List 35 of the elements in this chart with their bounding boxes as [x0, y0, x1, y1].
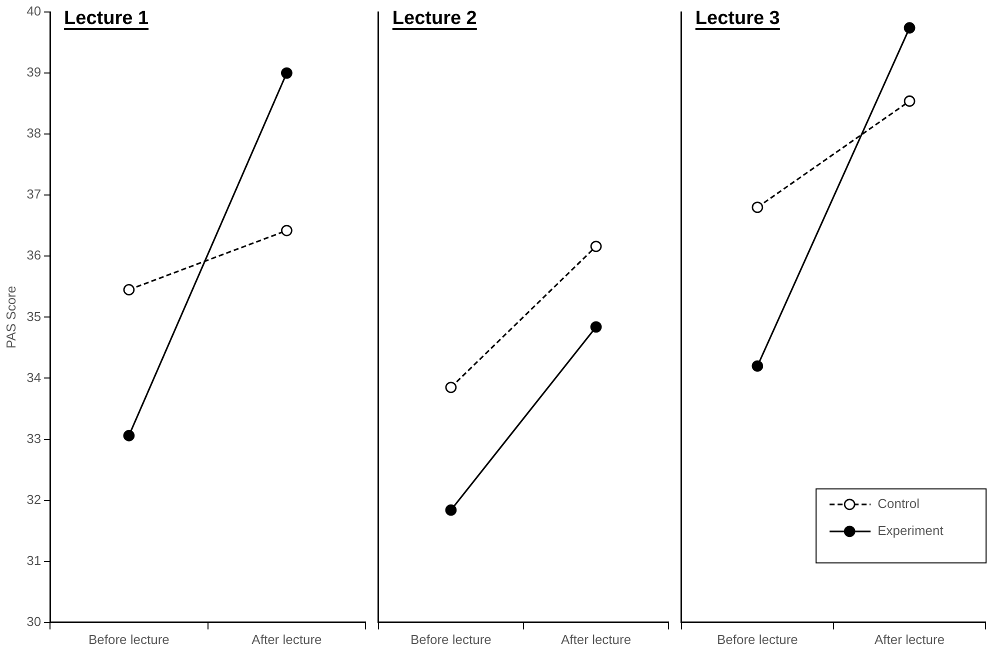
y-tick-label: 30 — [26, 614, 42, 629]
point — [752, 360, 764, 372]
x-tick-label: Before lecture — [410, 632, 492, 647]
y-axis-title: PAS Score — [3, 286, 18, 349]
y-tick-label: 36 — [26, 248, 42, 263]
x-tick-label: After lecture — [252, 632, 322, 647]
point — [445, 382, 457, 394]
x-tick-label: After lecture — [561, 632, 632, 647]
x-tick-label: Before lecture — [88, 632, 170, 647]
y-tick-label: 38 — [26, 126, 42, 141]
y-tick-label: 32 — [26, 492, 42, 507]
y-tick-label: 40 — [26, 4, 42, 19]
y-tick-label: 37 — [26, 186, 42, 202]
chart-title: Lecture 2 — [392, 8, 477, 30]
point — [904, 95, 916, 107]
point — [123, 284, 135, 296]
y-tick-label: 31 — [26, 552, 42, 568]
point — [752, 202, 764, 214]
point — [281, 67, 292, 79]
y-tick-label: 34 — [26, 370, 42, 385]
legend-label: Control — [878, 496, 920, 511]
chart-title: Lecture 3 — [695, 8, 780, 30]
point — [123, 430, 135, 442]
point — [590, 321, 602, 333]
point — [281, 224, 292, 236]
x-tick-label: Before lecture — [716, 632, 798, 647]
y-tick-label: 33 — [26, 430, 42, 446]
chart-title: Lecture 1 — [64, 8, 149, 30]
y-tick-label: 35 — [26, 308, 42, 324]
x-tick-label: After lecture — [874, 632, 945, 647]
legend-label: Experiment — [878, 522, 944, 538]
point — [904, 22, 916, 34]
point — [445, 504, 457, 516]
point — [590, 240, 602, 252]
y-tick-label: 39 — [26, 64, 42, 80]
